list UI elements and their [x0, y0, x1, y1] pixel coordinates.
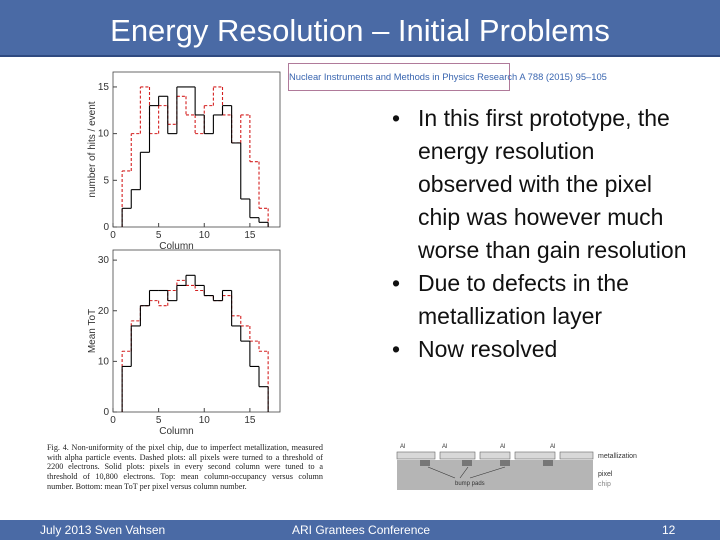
- footer-left: July 2013 Sven Vahsen: [40, 523, 166, 537]
- bullet-list: In this first prototype, the energy reso…: [392, 102, 692, 366]
- y-tick-label: 5: [103, 175, 109, 186]
- metal-pad: [559, 451, 594, 460]
- bump-pad: [462, 460, 472, 466]
- y-axis-label: Mean ToT: [87, 309, 98, 353]
- page-number: 12: [662, 523, 676, 537]
- metal-pad: [396, 451, 436, 460]
- x-axis-label: Column: [159, 241, 193, 252]
- bullet: Due to defects in the metallization laye…: [392, 267, 692, 333]
- x-axis-label: Column: [159, 426, 193, 437]
- bump-pad: [420, 460, 430, 466]
- bullet: In this first prototype, the energy reso…: [392, 102, 692, 267]
- bump-pad: [543, 460, 553, 466]
- al-label: Al: [442, 444, 447, 450]
- plot-frame: [112, 249, 281, 413]
- x-tick-label: 10: [199, 415, 211, 426]
- plot-frame: [112, 71, 281, 228]
- x-tick-label: 0: [110, 230, 116, 241]
- bump-pads-label: bump pads: [455, 481, 485, 487]
- x-tick-label: 5: [156, 230, 162, 241]
- al-label: Al: [400, 444, 405, 450]
- x-tick-label: 0: [110, 415, 116, 426]
- pixel-label: pixel: [598, 471, 613, 478]
- metal-pad: [479, 451, 511, 460]
- metallization-label: metallization: [598, 453, 637, 460]
- y-tick-label: 20: [98, 306, 110, 317]
- x-tick-label: 10: [199, 230, 211, 241]
- al-label: Al: [500, 444, 505, 450]
- bump-pad: [500, 460, 510, 466]
- y-tick-label: 10: [98, 356, 110, 367]
- y-axis-label: number of hits / event: [87, 101, 98, 197]
- footer-bar: [0, 520, 720, 540]
- y-tick-label: 15: [98, 82, 110, 93]
- slide-title: Energy Resolution – Initial Problems: [0, 0, 720, 57]
- metal-pad: [514, 451, 556, 460]
- chip-diagram: Al Al Al Al metallization pixel chip bum…: [396, 444, 637, 490]
- y-tick-label: 0: [103, 222, 109, 233]
- chip-label: chip: [598, 481, 611, 488]
- x-tick-label: 15: [244, 230, 256, 241]
- citation: Nuclear Instruments and Methods in Physi…: [288, 63, 607, 91]
- y-tick-label: 10: [98, 129, 110, 140]
- pointer: [427, 466, 506, 479]
- y-tick-label: 30: [98, 255, 110, 266]
- y-tick-label: 0: [103, 407, 109, 418]
- al-label: Al: [550, 444, 555, 450]
- figure-caption: Fig. 4. Non-uniformity of the pixel chip…: [47, 443, 323, 491]
- x-tick-label: 5: [156, 415, 162, 426]
- footer-center: ARI Grantees Conference: [292, 523, 431, 537]
- metal-pad: [439, 451, 476, 460]
- bullet: Now resolved: [392, 333, 692, 366]
- x-tick-label: 15: [244, 415, 256, 426]
